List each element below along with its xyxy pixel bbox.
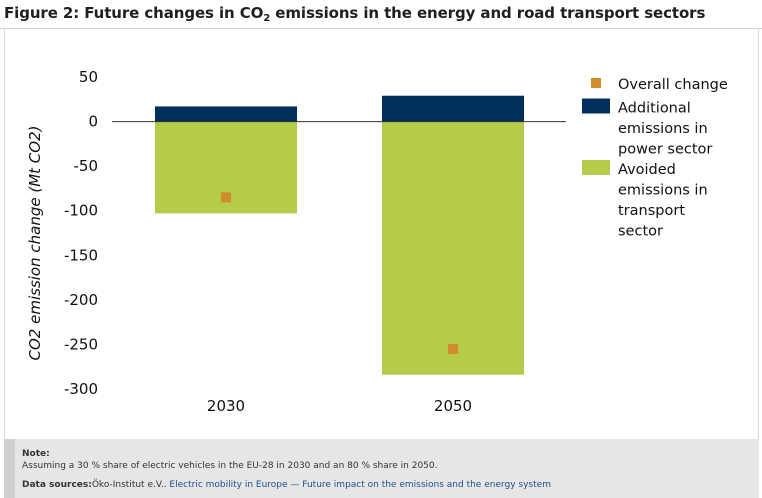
frame-right-border [758,29,759,439]
data-sources-label: Data sources: [22,480,92,490]
note-label-row: Note: [22,448,759,460]
figure-title: Figure 2: Future changes in CO2 emission… [4,4,758,24]
legend-swatch-power-sector [582,98,610,114]
legend-swatch-transport-sector [582,160,610,175]
data-sources-row: Data sources:Öko-Institut e.V.. Electric… [22,479,759,491]
title-prefix: Figure 2: Future changes in CO [4,4,264,22]
legend-label: emissions in [618,121,708,137]
legend-label: Additional [618,101,691,117]
legend-label: Avoided [618,162,676,178]
legend-label: Overall change [618,77,728,93]
y-tick-label: -200 [64,291,98,309]
y-tick-label: 0 [88,113,98,131]
y-tick-label: -150 [64,246,98,264]
data-sources-link[interactable]: Electric mobility in Europe — Future imp… [169,480,551,490]
legend-label: sector [618,224,663,240]
y-tick-label: -100 [64,202,98,220]
legend-marker-overall-change [591,78,601,88]
chart: CO2 emission change (Mt CO2) 50 0 -50 -100 -1… [26,68,728,415]
title-divider [0,28,762,29]
frame-left-border [4,29,5,439]
overall-change-marker [221,192,231,203]
bar-transport-sector [382,121,524,375]
note-label: Note: [22,449,50,459]
y-tick-label: -300 [64,380,98,398]
overall-change-marker [448,343,458,354]
legend-label: emissions in [618,183,708,199]
bar-power-sector [382,95,524,122]
x-category-label: 2030 [207,397,245,415]
note-text: Assuming a 30 % share of electric vehicl… [22,461,438,471]
notes-side-strip [4,439,15,498]
x-category-label: 2050 [434,397,472,415]
bar-power-sector [155,106,297,122]
title-suffix: emissions in the energy and road transpo… [270,4,706,22]
y-tick-label: 50 [79,68,98,86]
y-tick-label: -250 [64,335,98,353]
legend-label: power sector [618,142,712,158]
y-axis-label: CO2 emission change (Mt CO2) [26,126,44,361]
data-sources-org: Öko-Institut e.V.. [91,480,170,490]
y-tick-label: -50 [74,157,99,175]
title-subscript: 2 [263,13,271,24]
notes-panel: Note: Assuming a 30 % share of electric … [4,439,759,498]
legend-label: transport [618,203,685,219]
